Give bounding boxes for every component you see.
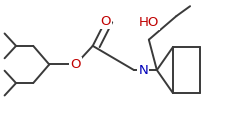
- Text: O: O: [100, 15, 111, 28]
- Text: O: O: [70, 58, 81, 71]
- Text: N: N: [138, 64, 148, 77]
- Text: HO: HO: [139, 16, 159, 29]
